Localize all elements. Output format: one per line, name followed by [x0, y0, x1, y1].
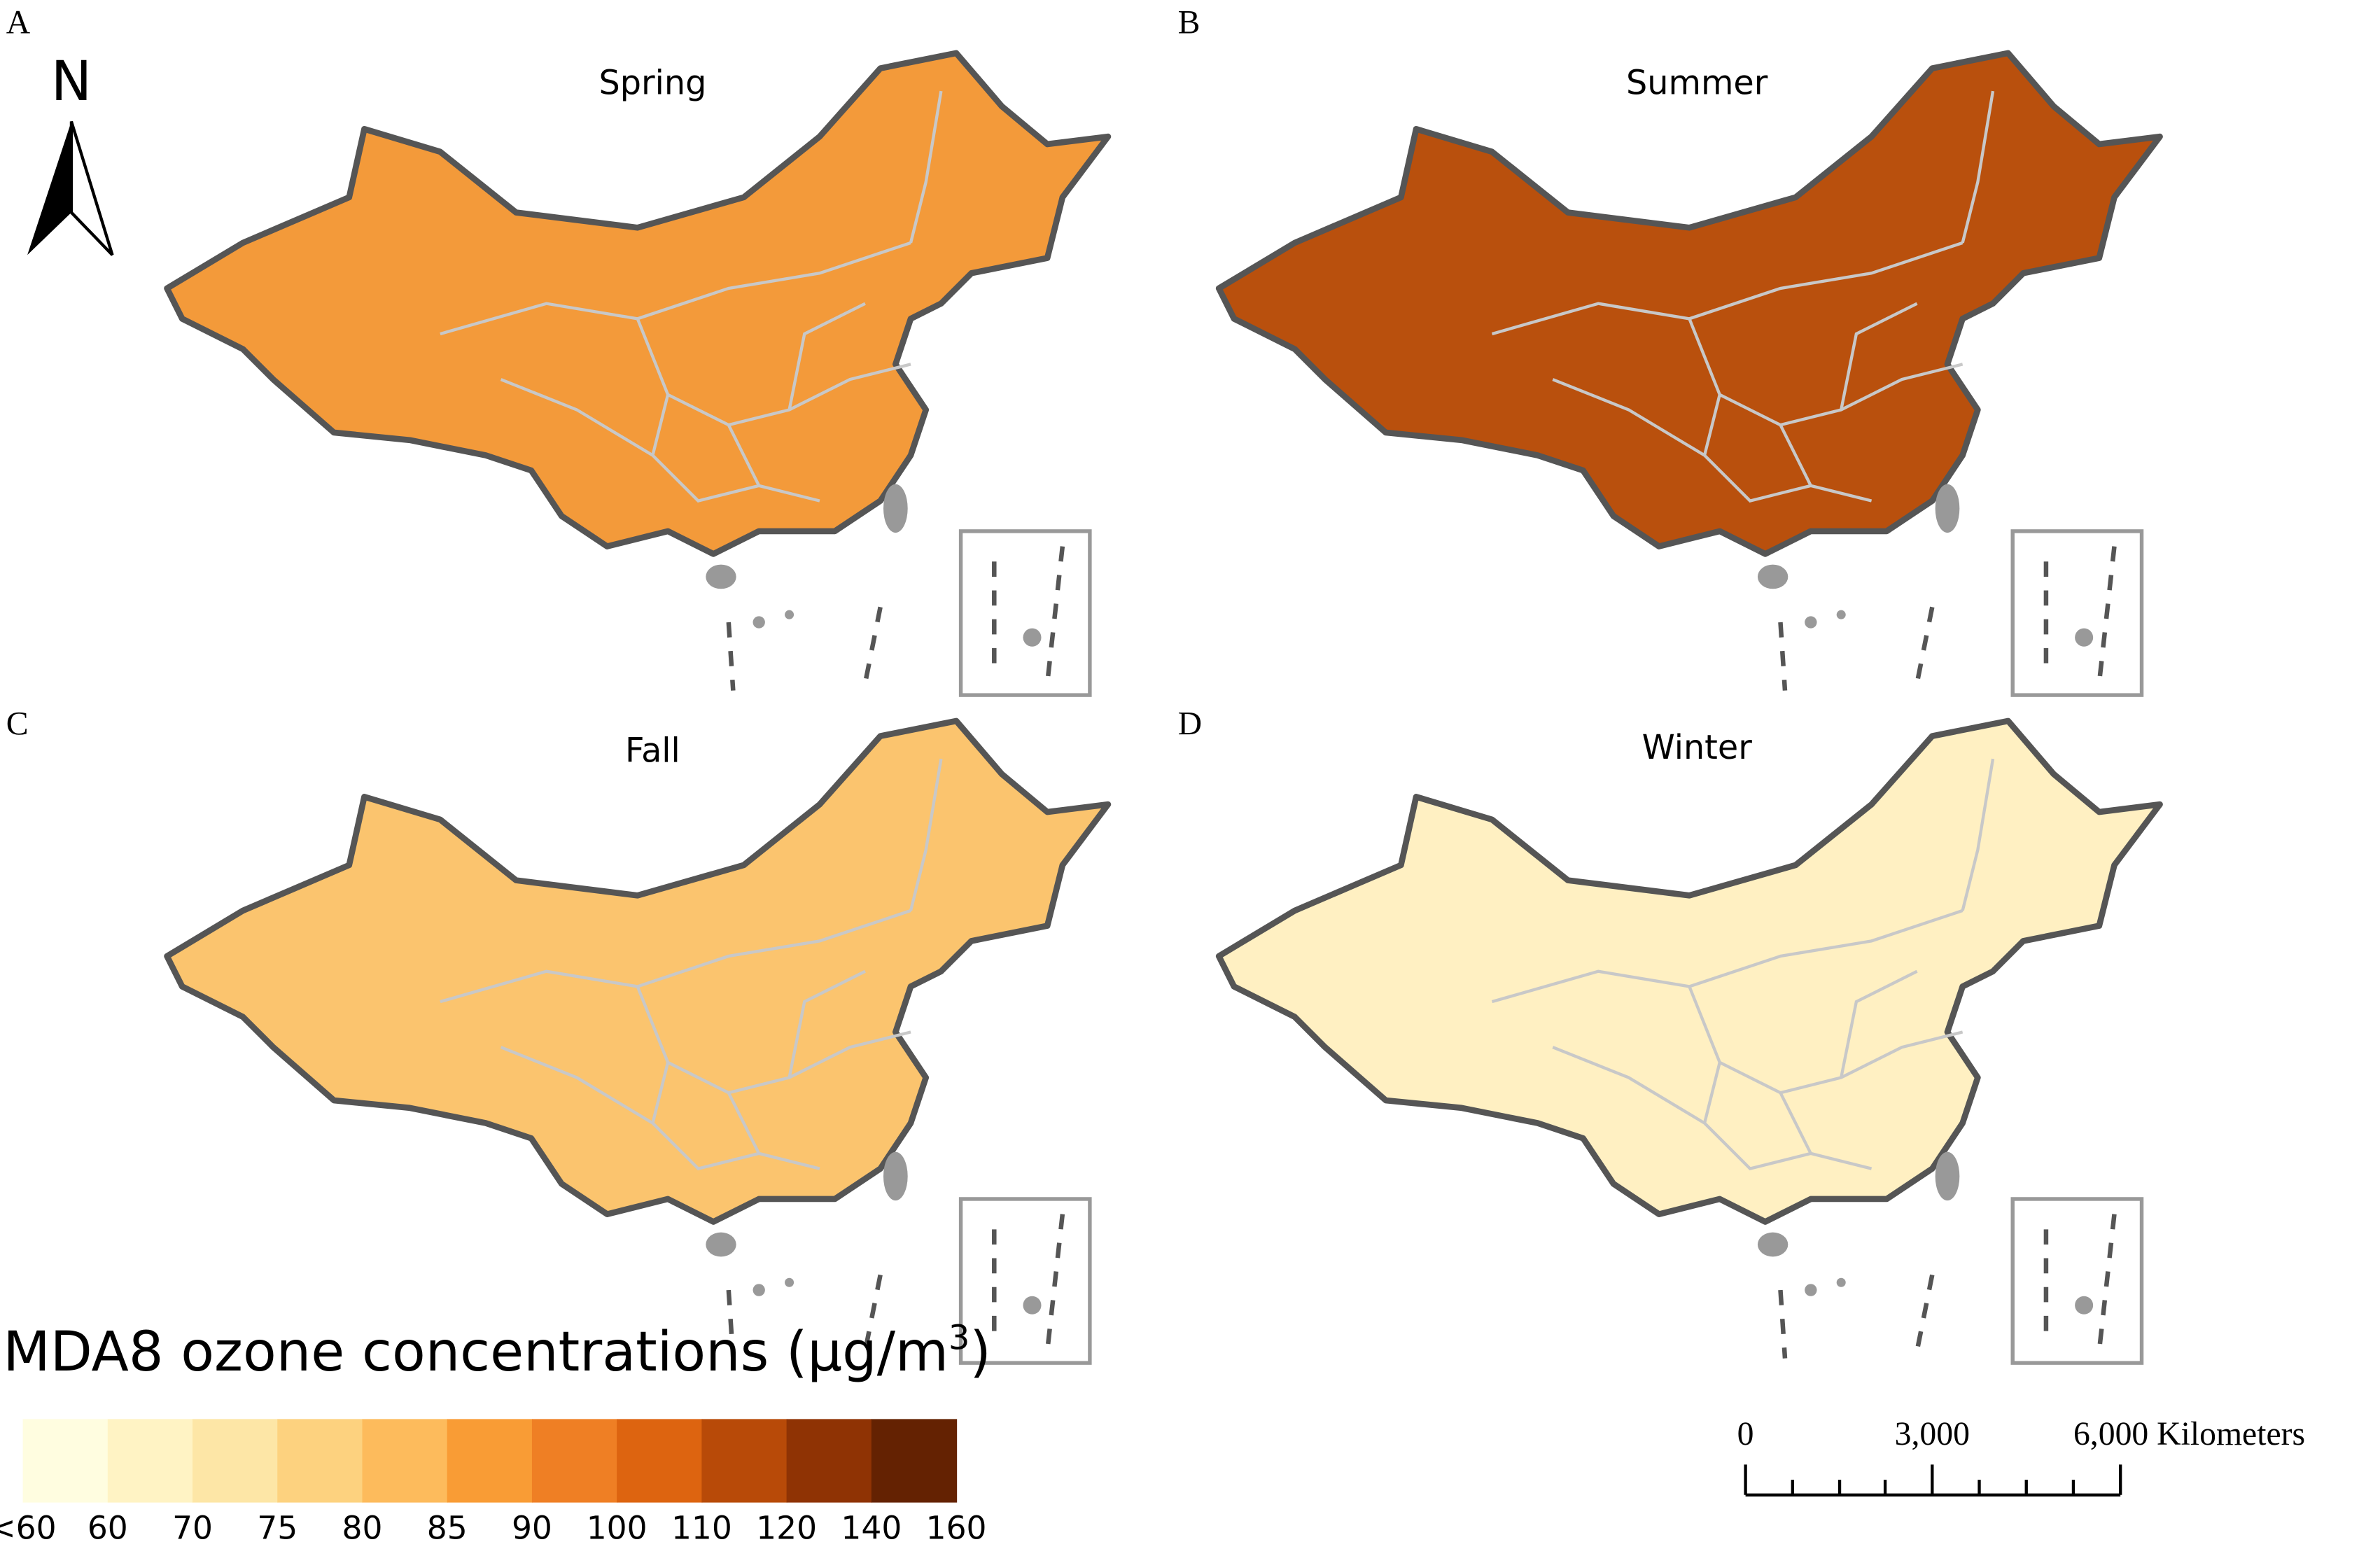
legend-swatch — [107, 1419, 194, 1503]
panel-letter: C — [6, 705, 29, 742]
legend-swatch — [362, 1419, 448, 1503]
scale-label: 0 — [1737, 1415, 1754, 1452]
legend-label: 160 — [926, 1510, 987, 1542]
legend-title-end: ) — [969, 1321, 990, 1384]
legend-label: 100 — [587, 1510, 648, 1542]
map-summer — [1219, 53, 2160, 695]
legend-swatch — [871, 1419, 958, 1503]
legend-title-text: MDA8 ozone concentrations (μg/m — [3, 1321, 948, 1384]
scale-label: 6,000 Kilometers — [2073, 1415, 2305, 1452]
legend-title: MDA8 ozone concentrations (μg/m3) — [3, 1319, 990, 1384]
panel-title: Summer — [1626, 64, 1768, 102]
panel-title: Winter — [1642, 729, 1753, 767]
legend-swatch — [617, 1419, 703, 1503]
legend-label: 70 — [172, 1510, 213, 1542]
legend-swatch — [22, 1419, 108, 1503]
legend-swatch — [447, 1419, 533, 1503]
north-arrow: N — [27, 50, 114, 256]
panel-title: Fall — [625, 731, 680, 770]
north-label: N — [51, 50, 92, 113]
legend-swatch — [786, 1419, 872, 1503]
legend-label: 140 — [841, 1510, 902, 1542]
legend: <60 60 70 75 80 85 90 100 110 120 140 160 — [0, 1419, 987, 1542]
map-spring — [167, 53, 1108, 695]
legend-title-sup: 3 — [948, 1319, 969, 1358]
legend-swatch — [531, 1419, 618, 1503]
map-winter — [1219, 721, 2160, 1363]
scale-bar: 0 3,000 6,000 Kilometers — [1737, 1415, 2305, 1497]
legend-swatch — [192, 1419, 279, 1503]
legend-label: <60 — [0, 1510, 57, 1542]
legend-label: 75 — [257, 1510, 298, 1542]
panel-letter: A — [6, 4, 31, 41]
panel-letter: D — [1178, 705, 1202, 742]
legend-label: 85 — [427, 1510, 468, 1542]
legend-label: 90 — [512, 1510, 552, 1542]
scale-label: 3,000 — [1895, 1415, 1970, 1452]
legend-swatch — [701, 1419, 788, 1503]
legend-swatch — [277, 1419, 363, 1503]
legend-label: 110 — [671, 1510, 732, 1542]
legend-label: 80 — [342, 1510, 383, 1542]
map-fall — [167, 721, 1108, 1363]
legend-label: 120 — [756, 1510, 817, 1542]
panel-letter: B — [1178, 4, 1200, 41]
panel-title: Spring — [598, 64, 706, 102]
legend-label: 60 — [88, 1510, 128, 1542]
